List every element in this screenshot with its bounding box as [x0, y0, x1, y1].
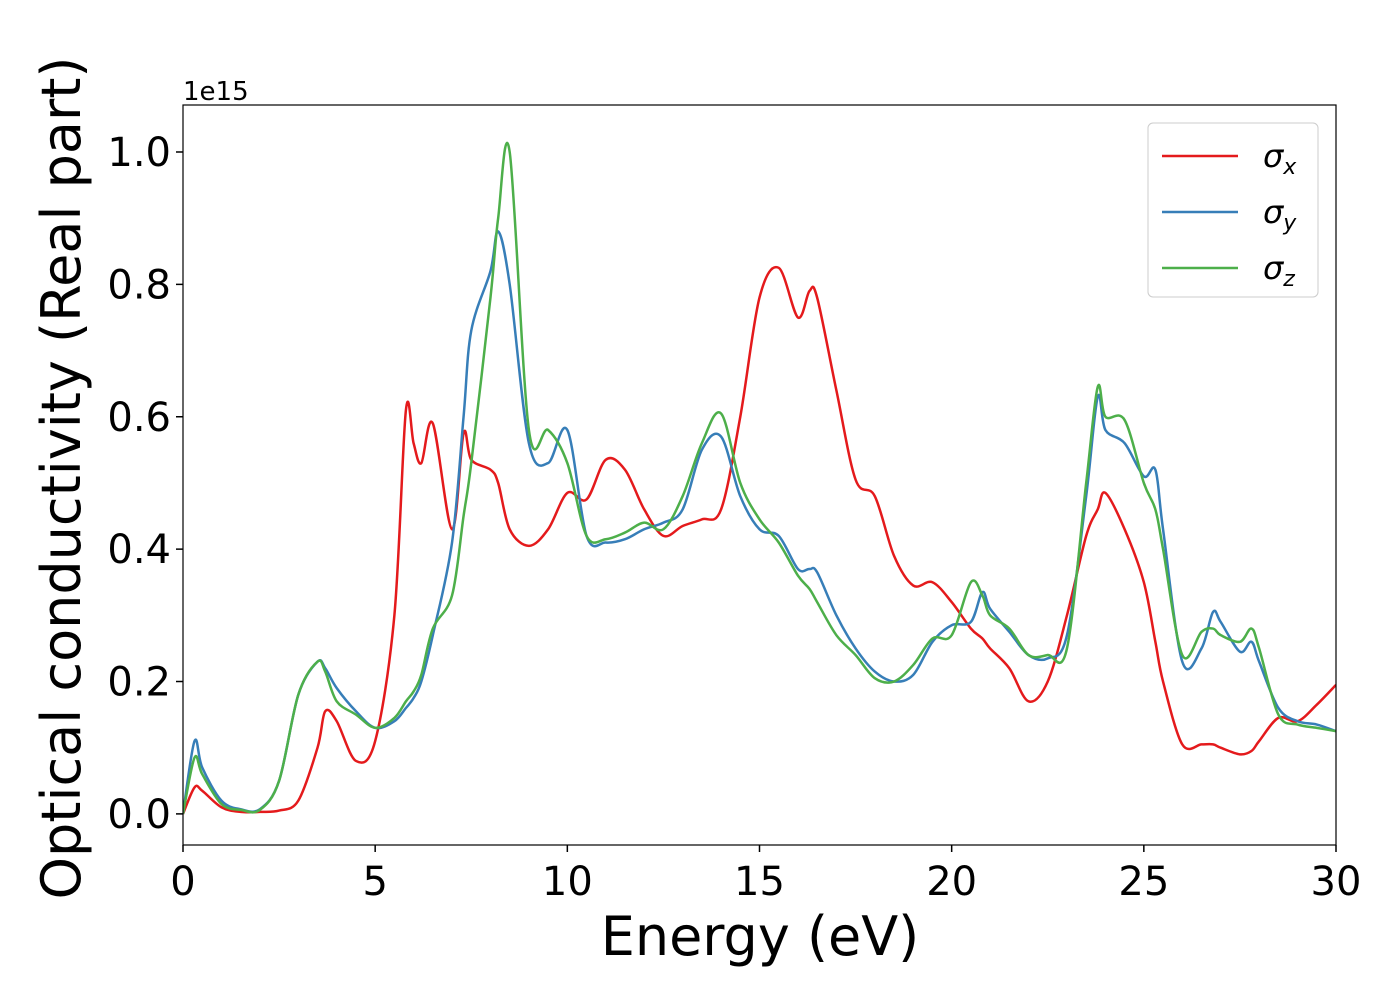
y-axis-label: Optical conductivity (Real part) [30, 57, 93, 900]
y-tick-label: 1.0 [107, 130, 171, 176]
x-axis-label: Energy (eV) [601, 905, 920, 968]
plot-lines [183, 141, 1336, 815]
y-tick-label: 0.0 [107, 792, 171, 838]
legend-box [1147, 122, 1319, 298]
legend-label: σy [1263, 193, 1297, 236]
x-tick-label: 0 [170, 859, 195, 905]
y-tick-label: 0.8 [107, 262, 171, 308]
x-tick-label: 25 [1118, 859, 1169, 905]
legend-label: σz [1263, 249, 1295, 292]
y-tick-label: 0.6 [107, 395, 171, 441]
x-tick-label: 20 [926, 859, 977, 905]
series-line [183, 141, 1336, 815]
y-tick-label: 0.2 [107, 660, 171, 706]
y-offset-label: 1e15 [183, 77, 249, 107]
x-tick-label: 30 [1311, 859, 1362, 905]
y-tick-label: 0.4 [107, 527, 171, 573]
x-tick-label: 15 [734, 859, 785, 905]
x-tick-label: 10 [542, 859, 593, 905]
series-line [183, 230, 1336, 815]
plot-frame [182, 104, 1337, 846]
legend-label: σx [1263, 137, 1297, 180]
x-tick-label: 5 [362, 859, 387, 905]
series-line [183, 265, 1336, 815]
